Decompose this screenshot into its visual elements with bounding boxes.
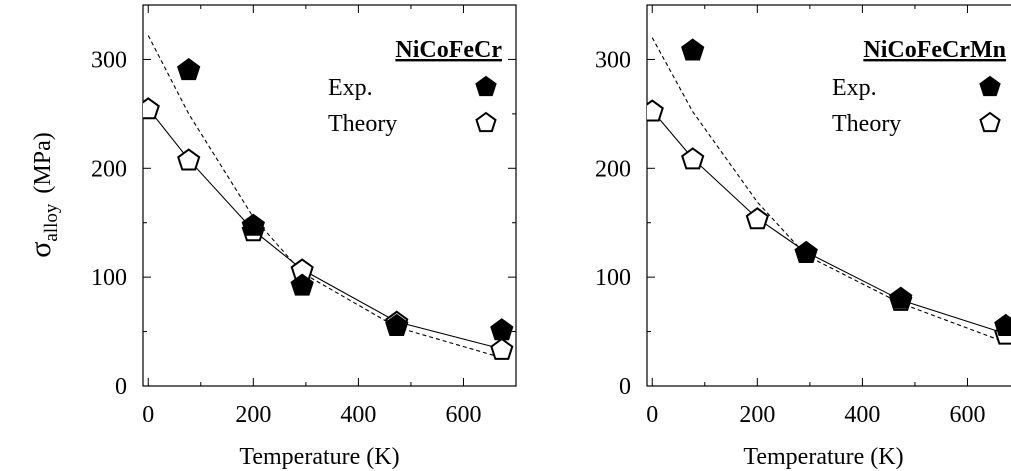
solid-curve (651, 110, 1006, 335)
legend-label: Theory (328, 111, 397, 137)
dashed-curve (147, 35, 502, 359)
exp-point (177, 57, 201, 81)
legend-theory-marker (979, 111, 1001, 133)
y-tick-label: 300 (595, 47, 631, 73)
x-tick-label: 400 (844, 402, 880, 428)
x-tick-label: 600 (949, 402, 985, 428)
legend-title: NiCoFeCrMn (863, 37, 1006, 63)
y-tick-label: 0 (115, 374, 127, 400)
y-axis-subscript: alloy (41, 203, 62, 241)
exp-point (889, 286, 913, 309)
x-tick-label: 0 (142, 402, 154, 428)
legend-exp-marker (979, 75, 1001, 97)
legend-theory-marker (475, 111, 497, 133)
exp-point (290, 273, 314, 296)
y-axis-symbol: σ (24, 242, 57, 258)
legend-label: Exp. (832, 75, 877, 101)
legend-label: Exp. (328, 75, 373, 101)
y-axis-label: σalloy (MPa) (24, 132, 62, 258)
theory-point (647, 99, 664, 122)
x-tick-label: 0 (646, 402, 658, 428)
exp-point (681, 38, 705, 61)
exp-point (490, 318, 514, 341)
theory-point (177, 148, 201, 171)
plot-frame (646, 4, 1011, 387)
y-tick-label: 100 (91, 265, 127, 291)
theory-point (490, 337, 514, 360)
dashed-curve (651, 37, 1007, 343)
x-tick-label: 200 (235, 402, 271, 428)
legend-label: Theory (832, 111, 901, 137)
exp-point (794, 240, 818, 263)
theory-point (681, 147, 705, 170)
chart-panel-nicofecr: 0 200 400 600 0 100 200 300 Temperature (K) σallo… (24, 4, 517, 470)
y-tick-label: 200 (595, 156, 631, 182)
y-tick-label: 0 (619, 374, 631, 400)
exp-point (385, 313, 409, 336)
x-axis-label: Temperature (K) (239, 444, 399, 470)
y-tick-label: 200 (91, 156, 127, 182)
y-tick-label: 100 (595, 265, 631, 291)
series-lines (651, 37, 1007, 343)
solid-curve (147, 108, 502, 350)
legend-title: NiCoFeCr (395, 37, 502, 63)
series-markers (143, 57, 514, 360)
theory-point (143, 97, 160, 120)
chart-panel-nicofecrmn: 0 200 400 600 0 100 200 300 Temperature (K) NiCoF… (595, 4, 1011, 470)
exp-point (241, 213, 265, 236)
y-tick-label: 300 (91, 47, 127, 73)
x-tick-label: 400 (340, 402, 376, 428)
exp-point (994, 313, 1011, 336)
plot-frame (142, 4, 517, 387)
x-tick-label: 600 (445, 402, 481, 428)
y-axis-unit: (MPa) (30, 132, 56, 193)
theory-point (745, 207, 769, 230)
x-tick-label: 200 (739, 402, 775, 428)
series-lines (147, 35, 502, 359)
legend-exp-marker (475, 75, 497, 97)
x-axis-label: Temperature (K) (743, 444, 903, 470)
series-markers (647, 38, 1011, 345)
